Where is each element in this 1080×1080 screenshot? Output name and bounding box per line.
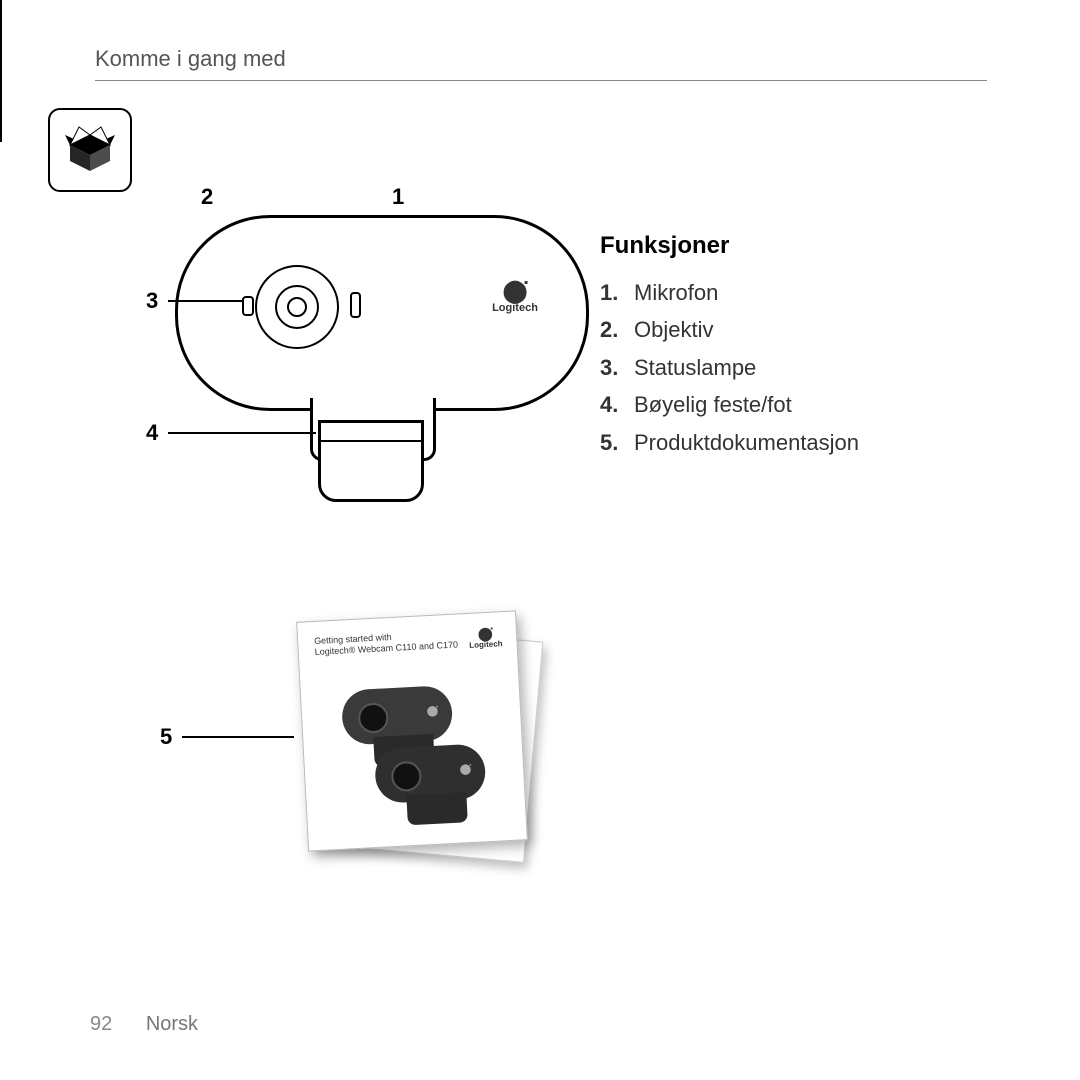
feature-label: Bøyelig feste/fot bbox=[634, 386, 792, 423]
callout-1: 1 bbox=[392, 184, 404, 210]
callout-5-line bbox=[182, 736, 294, 738]
features-section: Funksjoner 1. Mikrofon 2. Objektiv 3. St… bbox=[600, 232, 1020, 461]
doc-logo: ⬤͘ Logitech bbox=[468, 626, 502, 650]
feature-label: Objektiv bbox=[634, 311, 713, 348]
callout-3: 3 bbox=[146, 288, 158, 314]
feature-item-4: 4. Bøyelig feste/fot bbox=[600, 386, 1020, 423]
box-contents-icon bbox=[48, 108, 132, 192]
feature-num: 3. bbox=[600, 349, 622, 386]
webcam-mic bbox=[350, 292, 361, 318]
webcam-base-front bbox=[318, 420, 424, 502]
feature-label: Produktdokumentasjon bbox=[634, 424, 859, 461]
callout-3-line bbox=[168, 300, 244, 302]
feature-label: Mikrofon bbox=[634, 274, 718, 311]
footer-language: Norsk bbox=[146, 1013, 198, 1035]
webcam-status-led bbox=[242, 296, 254, 316]
feature-num: 4. bbox=[600, 386, 622, 423]
feature-num: 2. bbox=[600, 311, 622, 348]
callout-2: 2 bbox=[201, 184, 213, 210]
feature-item-3: 3. Statuslampe bbox=[600, 349, 1020, 386]
feature-item-1: 1. Mikrofon bbox=[600, 274, 1020, 311]
callout-4: 4 bbox=[146, 420, 158, 446]
page-footer: 92 Norsk bbox=[90, 1013, 198, 1036]
callout-5: 5 bbox=[160, 724, 172, 750]
callout-2-line bbox=[0, 78, 2, 142]
callout-4-line bbox=[168, 432, 316, 434]
feature-item-2: 2. Objektiv bbox=[600, 311, 1020, 348]
webcam-logo: ⬤͘ Logitech bbox=[480, 280, 550, 314]
webcam-lens-inner bbox=[287, 297, 307, 317]
feature-num: 5. bbox=[600, 424, 622, 461]
doc-page-front: Getting started with Logitech® Webcam C1… bbox=[296, 610, 528, 851]
doc-webcam-2-base bbox=[406, 792, 467, 825]
features-title: Funksjoner bbox=[600, 232, 1020, 260]
page-header: Komme i gang med bbox=[95, 46, 286, 72]
feature-item-5: 5. Produktdokumentasjon bbox=[600, 424, 1020, 461]
feature-label: Statuslampe bbox=[634, 349, 756, 386]
feature-num: 1. bbox=[600, 274, 622, 311]
header-rule bbox=[95, 80, 987, 81]
webcam-base-crease bbox=[318, 440, 422, 442]
documentation-image: Getting started with Logitech® Webcam C1… bbox=[292, 608, 542, 858]
page-number: 92 bbox=[90, 1013, 112, 1035]
callout-1-line bbox=[0, 0, 2, 78]
